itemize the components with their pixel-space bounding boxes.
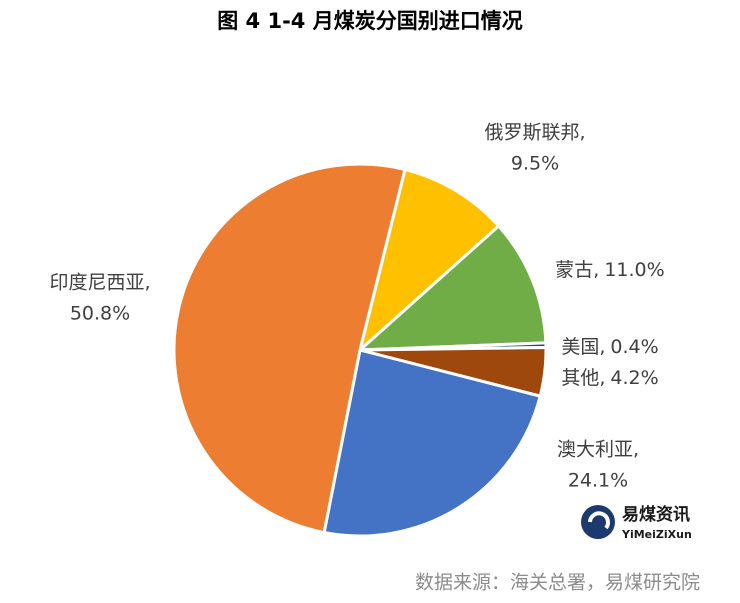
slice-label-line: 美国, 0.4% bbox=[561, 336, 658, 358]
logo: 易煤资讯 YiMeiZiXun bbox=[581, 504, 692, 541]
slice-label: 印度尼西亚, bbox=[49, 272, 150, 294]
pie-slice bbox=[322, 348, 543, 538]
logo-subtitle: YiMeiZiXun bbox=[621, 528, 692, 541]
pie-slice bbox=[355, 223, 548, 352]
slice-label: 澳大利亚, bbox=[557, 439, 639, 461]
slice-label-line: 蒙古, 11.0% bbox=[555, 259, 664, 281]
slice-value-label: 9.5% bbox=[511, 153, 559, 175]
slice-label-line: 其他, 4.2% bbox=[561, 367, 658, 389]
slice-value-label: 11.0% bbox=[604, 259, 664, 281]
slice-value-label: 50.8% bbox=[70, 303, 130, 325]
slice-value-label: 24.1% bbox=[568, 470, 628, 492]
logo-icon bbox=[581, 505, 615, 539]
slice-label: 其他, bbox=[561, 367, 605, 389]
logo-swirl bbox=[588, 511, 610, 530]
slice-label: 蒙古, bbox=[555, 259, 599, 281]
slice-label: 美国, bbox=[561, 336, 605, 358]
slice-value-label: 4.2% bbox=[610, 367, 658, 389]
source: 数据来源：海关总署，易煤研究院 bbox=[415, 572, 700, 594]
chart-title: 图 4 1-4 月煤炭分国别进口情况 bbox=[217, 9, 522, 33]
slice-label: 俄罗斯联邦, bbox=[484, 122, 585, 144]
logo-name: 易煤资讯 bbox=[622, 504, 690, 525]
pie-slice bbox=[172, 162, 407, 535]
slice-value-label: 0.4% bbox=[610, 336, 658, 358]
